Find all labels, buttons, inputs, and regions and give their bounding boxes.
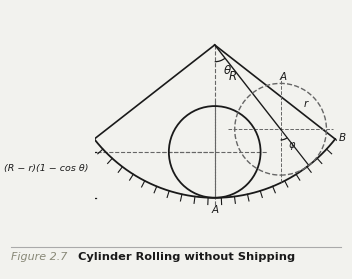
Text: B: B: [339, 133, 346, 143]
Text: φ: φ: [288, 140, 295, 150]
Text: r: r: [303, 99, 308, 109]
Text: A: A: [211, 205, 218, 215]
Text: (R − r)(1 − cos θ): (R − r)(1 − cos θ): [4, 164, 88, 173]
Text: θ: θ: [224, 64, 231, 77]
Text: R: R: [228, 69, 237, 83]
Text: Cylinder Rolling without Shipping: Cylinder Rolling without Shipping: [70, 252, 296, 262]
Text: A: A: [279, 72, 286, 82]
Text: Figure 2.7: Figure 2.7: [11, 252, 67, 262]
